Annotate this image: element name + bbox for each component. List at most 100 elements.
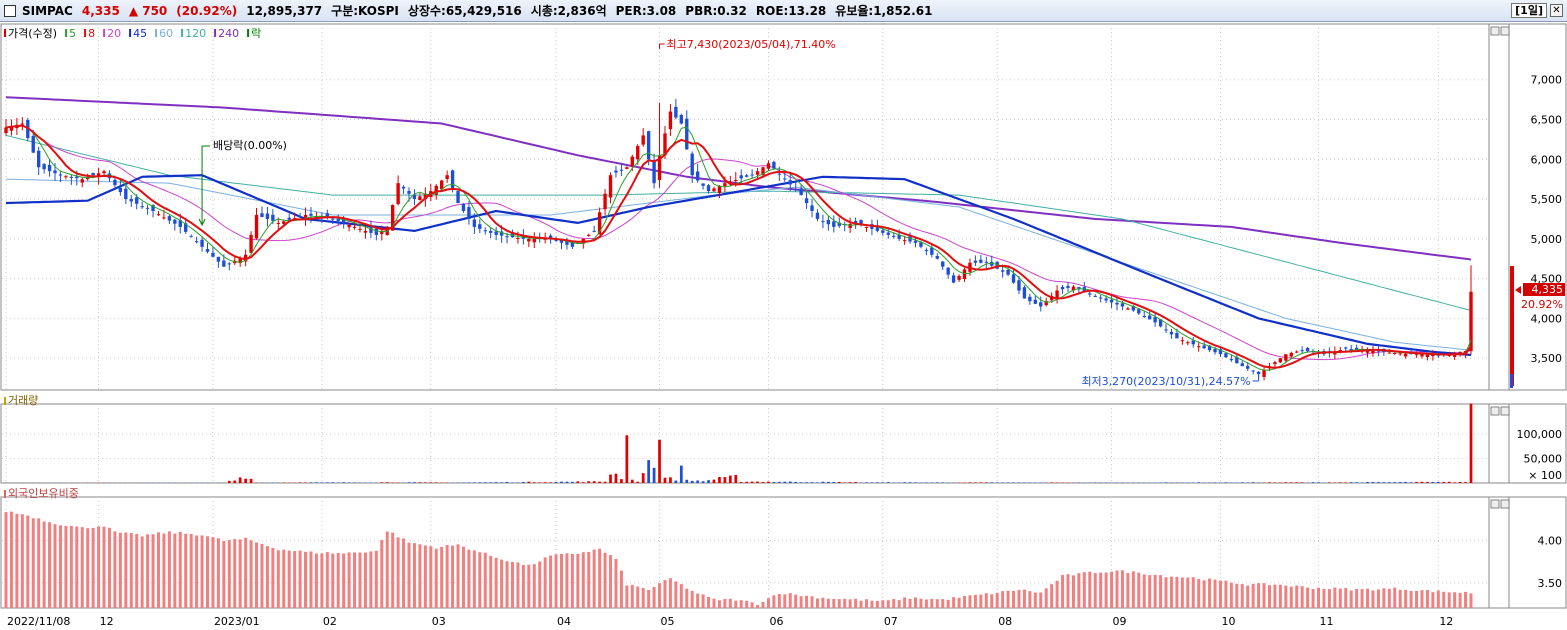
foreign-ratio-bar [151,534,155,608]
foreign-ratio-bar [614,559,618,608]
foreign-ratio-bar [1278,584,1282,608]
candle-body [930,247,934,255]
foreign-ratio-bar [282,549,286,608]
candle-body [276,222,280,224]
candle-body [1142,315,1146,317]
foreign-ratio-bar [167,531,171,608]
volume-bar [1458,482,1462,483]
candle-body [739,175,743,179]
candle-body [347,224,351,228]
candle-body [652,160,656,184]
candle-body [630,156,634,167]
volume-bar [522,481,525,483]
foreign-ratio-bar [336,552,340,608]
volume-bar [788,481,792,483]
volume-tick-label: 50,000 [1524,453,1563,466]
foreign-ratio-bar [690,590,694,608]
x-tick-label: 09 [1113,615,1127,628]
foreign-ratio-bar [826,598,830,608]
candle-body [456,190,460,204]
foreign-ratio-bar [766,598,770,608]
close-icon[interactable]: ✕ [1550,4,1563,17]
volume-bar [1006,482,1010,483]
volume-bar [511,482,514,483]
candle-body [1060,286,1065,290]
volume-bar [238,477,242,483]
foreign-ratio-bar [1110,571,1114,608]
candle-body [1218,349,1223,355]
volume-bar [598,481,601,483]
foreign-ratio-bar [184,533,188,608]
legend-item-5: 120 [185,27,206,40]
foreign-ratio-bar [238,539,242,608]
candle-body [483,230,487,232]
candle-body [1213,348,1217,353]
volume-bar [908,482,912,483]
candle-body [222,260,226,267]
foreign-ratio-bar [1393,587,1397,608]
foreign-ratio-bar [48,522,52,608]
candle-body [1251,370,1255,372]
foreign-ratio-bar [794,594,798,608]
x-tick-label: 12 [100,615,114,628]
candle-body [1305,347,1310,352]
foreign-ratio-bar [1371,590,1375,608]
volume-bar [990,482,994,483]
foreign-ratio-bar [1229,582,1233,608]
period-selector[interactable]: [1일] [1511,3,1547,18]
candle-body [390,205,395,231]
candle-body [287,217,291,220]
x-tick-label: 05 [661,615,675,628]
foreign-ratio-bar [15,513,19,608]
foreign-ratio-bar [799,596,803,608]
select-checkbox[interactable] [4,4,16,17]
foreign-tick-label: 3.50 [1538,577,1563,590]
foreign-ratio-bar [570,553,574,608]
volume-bar [636,481,640,483]
foreign-ratio-bar [717,600,721,608]
candle-body [766,163,771,169]
candle-body [167,216,172,221]
candle-body [1180,340,1185,342]
foreign-ratio-bar [859,600,863,608]
candle-body [717,185,722,193]
volume-bar [1289,482,1293,483]
foreign-ratio-bar [124,532,128,608]
foreign-ratio-bar [1262,583,1266,608]
volume-bar [560,481,563,483]
candle-body [418,196,422,201]
volume-bar [380,482,384,483]
foreign-ratio-bar [374,550,378,608]
candle-body [744,175,749,177]
candle-body [516,238,520,240]
candle-body [728,181,733,184]
candle-body [1197,346,1201,348]
candle-body [712,188,716,192]
candle-body [499,231,504,236]
volume-bar [331,482,335,483]
candle-body [853,221,858,223]
foreign-ratio-bar [451,545,455,608]
current-price: 4,335 [81,3,120,18]
foreign-ratio-bar [1382,588,1386,608]
volume-bar [1398,482,1402,483]
foreign-ratio-bar [500,559,504,608]
volume-bar [309,482,313,483]
candle-body [260,213,264,217]
candle-body [772,161,776,169]
candle-body [1344,347,1348,349]
candle-body [407,190,411,194]
candle-body [674,106,678,118]
legend-price-swatch [4,29,6,37]
candle-body [282,221,286,224]
foreign-ratio-bar [1431,592,1435,608]
candle-body [608,175,613,198]
candle-body [178,220,182,227]
candle-body [908,236,912,242]
volume-bar [794,482,798,483]
volume-bar [941,482,945,483]
candle-body [592,230,596,232]
candle-body [1109,299,1114,303]
volume-bar [423,482,427,483]
foreign-ratio-bar [1175,576,1179,608]
